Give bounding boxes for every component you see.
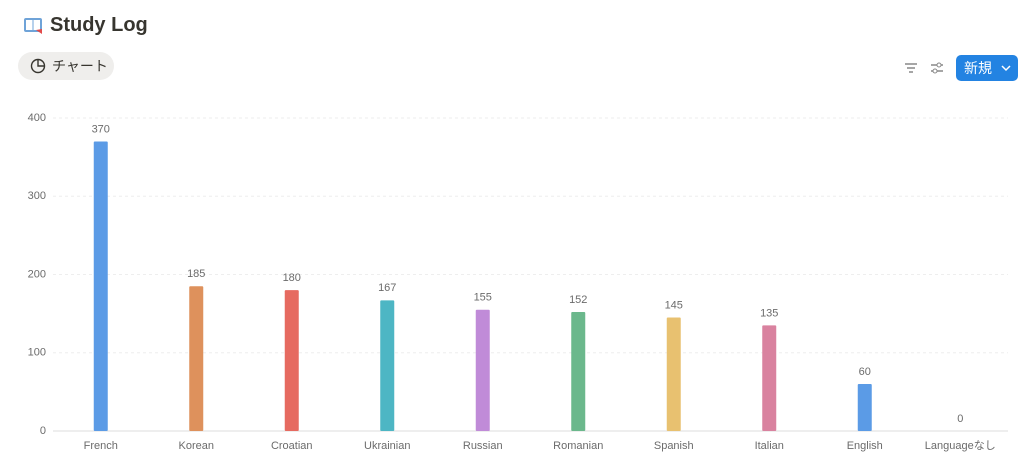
filter-icon[interactable] bbox=[903, 60, 919, 76]
value-label: 370 bbox=[92, 123, 110, 135]
page-icon bbox=[24, 18, 42, 34]
bar bbox=[380, 300, 395, 431]
x-tick-label: Languageなし bbox=[925, 439, 996, 452]
bar bbox=[475, 309, 490, 431]
x-tick-label: Romanian bbox=[553, 440, 603, 452]
bar bbox=[857, 384, 872, 431]
x-tick-label: Croatian bbox=[271, 440, 313, 452]
bar bbox=[666, 317, 681, 431]
bar bbox=[189, 286, 204, 431]
value-label: 152 bbox=[569, 294, 587, 306]
value-label: 155 bbox=[474, 292, 492, 304]
bar bbox=[284, 290, 299, 431]
new-button-label: 新規 bbox=[964, 60, 992, 76]
x-tick-label: Korean bbox=[179, 440, 214, 452]
bar bbox=[571, 312, 586, 431]
value-label: 167 bbox=[378, 282, 396, 294]
value-label: 185 bbox=[187, 268, 205, 280]
dropdown-arrow[interactable] bbox=[1000, 62, 1012, 74]
x-tick-label: Italian bbox=[755, 440, 784, 452]
chart: 0 100 200 300 400 French 370 Korean 185 Croatian 1… bbox=[28, 112, 1008, 452]
settings-icon[interactable] bbox=[929, 60, 945, 76]
y-tick-label: 300 bbox=[28, 190, 46, 202]
value-label: 135 bbox=[760, 307, 778, 319]
value-label: 145 bbox=[665, 299, 683, 311]
value-label: 60 bbox=[859, 366, 871, 378]
value-label: 0 bbox=[957, 413, 963, 425]
x-tick-label: Russian bbox=[463, 440, 503, 452]
y-tick-label: 0 bbox=[40, 425, 46, 437]
bar bbox=[762, 325, 777, 431]
chart-icon bbox=[30, 58, 46, 74]
view-tab[interactable]: チャート bbox=[18, 52, 114, 80]
y-tick-label: 200 bbox=[28, 268, 46, 280]
x-tick-label: Ukrainian bbox=[364, 440, 410, 452]
bar bbox=[93, 141, 108, 431]
x-tick-label: Spanish bbox=[654, 440, 694, 452]
page-title: Study Log bbox=[50, 14, 148, 36]
x-tick-label: French bbox=[84, 440, 118, 452]
x-tick-label: English bbox=[847, 440, 883, 452]
value-label: 180 bbox=[283, 272, 301, 284]
y-tick-label: 100 bbox=[28, 347, 46, 359]
new-button[interactable]: 新規 bbox=[956, 55, 1018, 81]
y-tick-label: 400 bbox=[28, 112, 46, 124]
view-tab-label: チャート bbox=[52, 58, 108, 74]
